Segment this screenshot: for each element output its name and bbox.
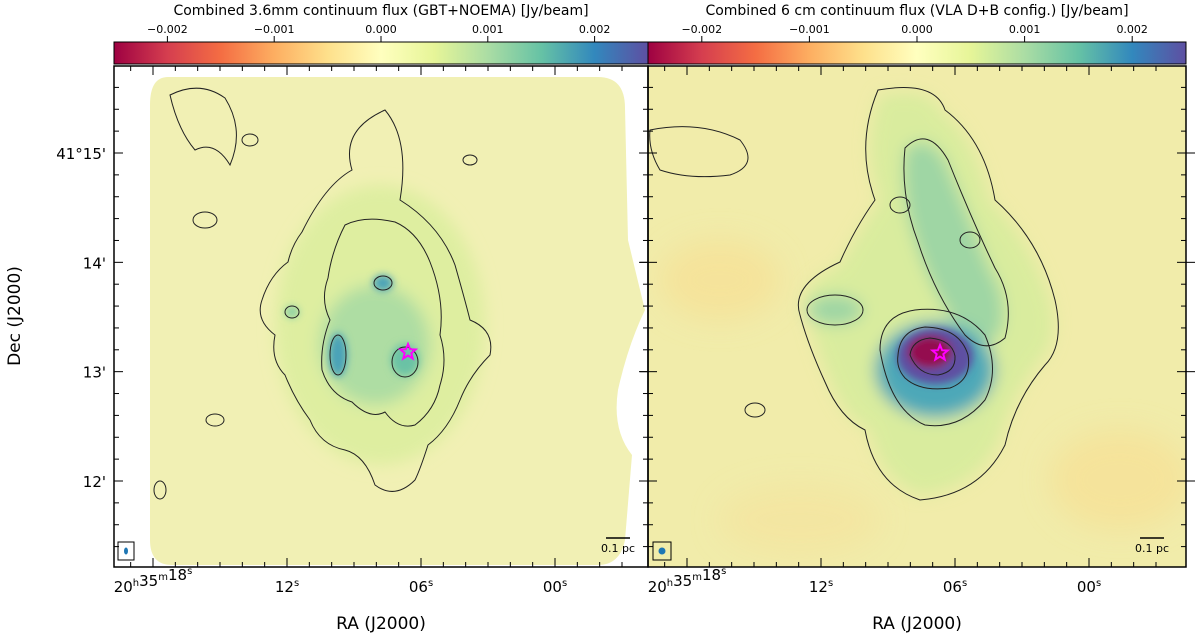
left-contour-island-3 bbox=[462, 154, 478, 166]
colorbar-right bbox=[647, 41, 1187, 65]
x-tick-label: 20h35m18s bbox=[648, 566, 727, 596]
colorbar-tick-label: −0.001 bbox=[789, 23, 830, 36]
x-tick-label: 12s bbox=[809, 578, 833, 596]
left-contour-outer bbox=[259, 109, 492, 492]
colorbar-tick-label: 0.000 bbox=[901, 23, 933, 36]
x-tick-label: 06s bbox=[943, 578, 967, 596]
right-contour-outer bbox=[798, 87, 1059, 501]
y-tick-label: 41°15' bbox=[56, 145, 106, 163]
right-scalebar-label: 0.1 pc bbox=[1135, 542, 1169, 555]
left-beam-box bbox=[117, 541, 135, 561]
right-beam-icon bbox=[658, 547, 666, 555]
left-contour-island-4 bbox=[205, 413, 225, 427]
right-contour-core-3 bbox=[909, 337, 956, 376]
colorbar-tick-label: −0.001 bbox=[254, 23, 295, 36]
colorbar-title-right: Combined 6 cm continuum flux (VLA D+B co… bbox=[705, 3, 1128, 19]
left-panel-image bbox=[114, 66, 648, 567]
x-tick-label: 00s bbox=[543, 578, 567, 596]
left-contour-spur bbox=[169, 87, 237, 167]
right-bg-patch-1 bbox=[660, 240, 780, 320]
right-x-axis-label: RA (J2000) bbox=[872, 614, 962, 634]
left-knot-north bbox=[373, 275, 393, 291]
left-contour-mid bbox=[321, 218, 445, 427]
x-tick-label: 06s bbox=[409, 578, 433, 596]
right-contour-island-2 bbox=[959, 231, 981, 249]
colorbar-tick-label: 0.002 bbox=[579, 23, 611, 36]
colorbar-tick-label: 0.001 bbox=[1009, 23, 1041, 36]
colorbar-tick-label: 0.001 bbox=[472, 23, 504, 36]
left-contour-inner-3 bbox=[391, 346, 419, 378]
right-panel-image bbox=[648, 66, 1186, 567]
x-tick-label: 12s bbox=[275, 578, 299, 596]
left-contour-island-1 bbox=[192, 211, 218, 229]
right-blob-emission bbox=[807, 295, 863, 325]
colorbar-tick-label: 0.002 bbox=[1116, 23, 1148, 36]
left-contour-inner-1 bbox=[329, 334, 347, 376]
right-axes-frame bbox=[647, 65, 1187, 568]
right-contour-northwest bbox=[649, 126, 749, 178]
colorbar-ticks: −0.002 −0.001 0.000 0.001 0.002 −0.002 −0.001 0… bbox=[147, 23, 1148, 42]
y-axis-label: Dec (J2000) bbox=[5, 266, 25, 366]
right-bg-patch-2 bbox=[1050, 430, 1186, 530]
y-tick-label: 13' bbox=[83, 364, 106, 382]
colorbar-left bbox=[113, 41, 649, 65]
left-contour-island-5 bbox=[153, 480, 167, 500]
right-beam-box bbox=[652, 541, 672, 561]
right-contour-core-2 bbox=[897, 326, 970, 390]
left-contour-island-2 bbox=[241, 133, 259, 147]
colorbar-tick-label: −0.002 bbox=[147, 23, 188, 36]
left-scalebar-label: 0.1 pc bbox=[601, 542, 635, 555]
left-contour-inner-4 bbox=[284, 305, 300, 319]
right-star-marker bbox=[929, 342, 951, 362]
right-filament-emission bbox=[903, 142, 1004, 342]
right-contour-island-1 bbox=[744, 402, 766, 418]
y-tick-label: 14' bbox=[83, 254, 106, 272]
right-contour-blob bbox=[806, 294, 864, 326]
right-contour-mid bbox=[903, 138, 1009, 347]
right-bg-patch-3 bbox=[720, 485, 880, 555]
right-contour-island-3 bbox=[889, 196, 911, 214]
colorbar-tick-label: 0.000 bbox=[365, 23, 397, 36]
right-contour-core-1 bbox=[879, 308, 993, 427]
right-core-peak bbox=[908, 336, 952, 368]
left-contour-inner-2 bbox=[373, 275, 393, 291]
colorbar-tick-label: −0.002 bbox=[681, 23, 722, 36]
right-diffuse-emission bbox=[804, 92, 1054, 496]
left-knot-west bbox=[329, 333, 347, 377]
left-knot-small bbox=[285, 306, 299, 318]
left-star-marker bbox=[397, 341, 419, 361]
colorbar-title-left: Combined 3.6mm continuum flux (GBT+NOEMA… bbox=[173, 3, 588, 19]
left-x-axis-label: RA (J2000) bbox=[336, 614, 426, 634]
left-beam-icon bbox=[124, 547, 128, 555]
axis-ticks: 20h35m18s 12s 06s 00s 20h35m18s 12s 06s 00s 41°1… bbox=[56, 66, 1195, 596]
y-tick-label: 12' bbox=[83, 473, 106, 491]
x-tick-label: 20h35m18s bbox=[114, 566, 193, 596]
x-tick-label: 00s bbox=[1077, 578, 1101, 596]
